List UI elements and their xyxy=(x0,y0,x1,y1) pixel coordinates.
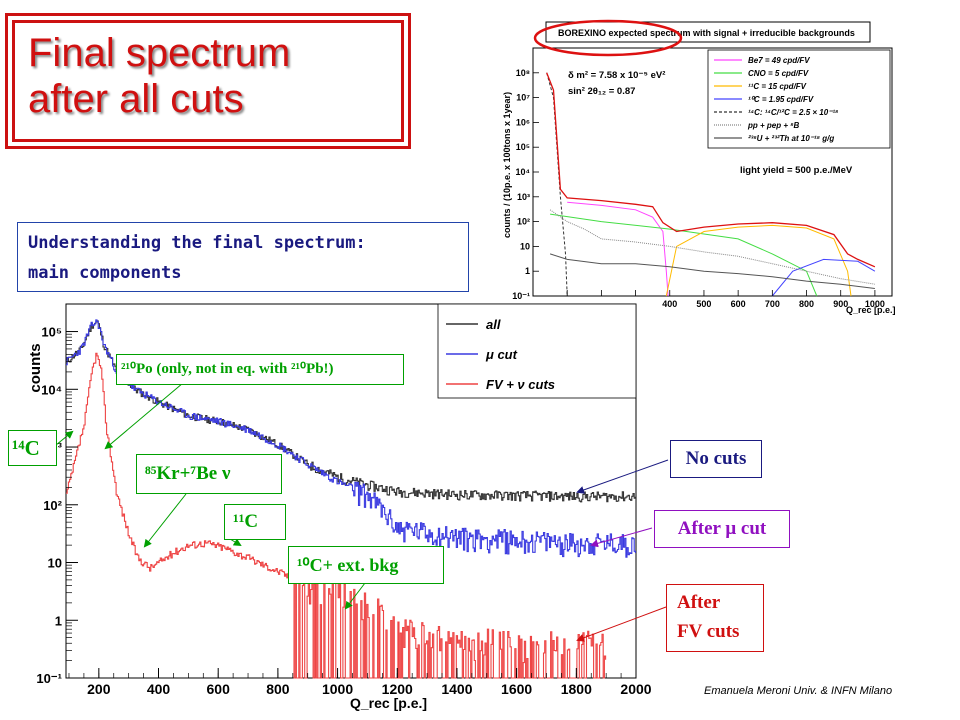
label-c10-ext-bkg: ¹⁰C+ ext. bkg xyxy=(288,546,444,584)
main-x-tick-label-5: 1200 xyxy=(382,681,413,697)
arrow-c14 xyxy=(55,430,74,446)
inset-x-tick-label-3: 400 xyxy=(662,299,677,309)
label-po210: ²¹⁰Po (only, not in eq. with ²¹⁰Pb!) xyxy=(116,354,404,385)
arrow-after-mu xyxy=(590,527,653,548)
main-x-tick-label-4: 1000 xyxy=(322,681,353,697)
main-y-tick-label-3: 10² xyxy=(43,498,62,513)
inset-legend xyxy=(707,49,891,149)
inset-legend-items: Be7 = 49 cpd/FV CNO = 5 cpd/FV ¹¹C = 15 cp… xyxy=(714,56,838,143)
inset-y-tick-label-9: 10⁸ xyxy=(516,68,530,78)
arrow-no-cuts xyxy=(576,459,669,494)
main-legend xyxy=(437,303,637,399)
label-c11: ¹¹C xyxy=(224,504,286,540)
main-ticks: 200 400 600 800 1000 1200 1400 1600 1800 2000 10⁻¹… xyxy=(36,325,651,697)
inset-x-tick-label-8: 900 xyxy=(833,299,848,309)
main-legend-items: all μ cut FV + ν cuts xyxy=(446,317,555,392)
inset-x-tick-label-5: 600 xyxy=(731,299,746,309)
main-legend-label-1: μ cut xyxy=(485,347,518,362)
main-y-tick-label-0: 10⁻¹ xyxy=(36,671,62,686)
main-legend-label-2: FV + ν cuts xyxy=(486,377,555,392)
inset-plot-area xyxy=(546,72,876,297)
main-x-axis-label: Q_rec [p.e.] xyxy=(350,695,427,711)
label-kr85-be7: ⁸⁵Kr+⁷Be ν xyxy=(136,454,282,494)
label-after-mu-cut: After μ cut xyxy=(654,510,790,548)
main-series-2 xyxy=(66,352,607,679)
subtitle-line-1: Understanding the final spectrum: xyxy=(28,233,366,253)
main-y-tick-label-1: 1 xyxy=(55,613,62,628)
inset-y-tick-label-3: 10² xyxy=(517,217,530,227)
inset-y-axis-label: counts / (10p.e. x 100tons x 1year) xyxy=(502,92,512,238)
main-x-tick-label-9: 2000 xyxy=(620,681,651,697)
inset-annotation-sin2: sin² 2θ₁₂ = 0.87 xyxy=(568,86,635,97)
inset-title-highlight-ellipse xyxy=(533,19,683,57)
label-after-fv-cuts: After FV cuts xyxy=(666,584,764,652)
main-x-tick-label-8: 1800 xyxy=(561,681,592,697)
main-x-tick-label-7: 1600 xyxy=(501,681,532,697)
inset-annotation-light-yield: light yield = 500 p.e./MeV xyxy=(740,165,853,176)
inset-x-tick-label-4: 500 xyxy=(696,299,711,309)
inset-x-tick-label-6: 700 xyxy=(765,299,780,309)
main-x-tick-label-1: 400 xyxy=(147,681,171,697)
label-after-fv-line-2: FV cuts xyxy=(677,621,740,642)
inset-borexino-chart: BOREXINO expected spectrum with signal +… xyxy=(488,8,900,320)
subtitle-line-2: main components xyxy=(28,263,182,283)
inset-series-1 xyxy=(550,213,818,297)
inset-legend-label-5: pp + pep + ⁸B xyxy=(747,121,800,130)
main-y-tick-label-5: 10⁴ xyxy=(41,382,62,397)
inset-y-tick-label-5: 10⁴ xyxy=(516,167,530,177)
inset-title-box xyxy=(545,21,871,43)
inset-y-tick-label-2: 10 xyxy=(520,241,530,251)
inset-y-tick-label-6: 10⁵ xyxy=(516,142,530,152)
inset-legend-label-2: ¹¹C = 15 cpd/FV xyxy=(748,82,807,91)
slide-title: Final spectrum after all cuts xyxy=(28,30,290,122)
inset-legend-label-4: ¹⁴C: ¹⁴C/¹²C = 2.5 × 10⁻¹⁸ xyxy=(748,108,838,117)
inset-legend-label-0: Be7 = 49 cpd/FV xyxy=(748,56,810,65)
main-series-1 xyxy=(66,319,636,558)
inset-x-tick-label-9: 1000 xyxy=(865,299,885,309)
arrow-kr85 xyxy=(143,493,187,548)
inset-x-tick-label-7: 800 xyxy=(799,299,814,309)
inset-annotation-dm2: δ m² = 7.58 x 10⁻⁵ eV² xyxy=(568,70,665,81)
credit: Emanuela Meroni Univ. & INFN Milano xyxy=(704,685,893,697)
inset-series-4 xyxy=(546,72,568,297)
inset-legend-label-6: ²³⁸U + ²³²Th at 10⁻¹⁸ g/g xyxy=(748,134,834,143)
main-y-axis-label: counts xyxy=(27,343,44,392)
inset-series-0 xyxy=(567,201,669,297)
arrow-po210 xyxy=(104,382,184,450)
inset-legend-label-1: CNO = 5 cpd/FV xyxy=(748,69,809,78)
label-after-fv-line-1: After xyxy=(677,592,721,613)
inset-series-5 xyxy=(549,209,875,285)
title-frame xyxy=(12,20,404,142)
inset-series-7 xyxy=(546,72,876,268)
main-x-tick-label-6: 1400 xyxy=(441,681,472,697)
main-x-tick-label-2: 600 xyxy=(207,681,231,697)
inset-y-tick-label-1: 1 xyxy=(525,266,530,276)
main-x-tick-label-3: 800 xyxy=(266,681,290,697)
inset-y-tick-label-4: 10³ xyxy=(517,192,530,202)
main-y-tick-label-6: 10⁵ xyxy=(41,325,62,340)
subtitle: Understanding the final spectrum: main c… xyxy=(28,228,366,288)
inset-series-3 xyxy=(771,258,876,297)
inset-y-tick-label-8: 10⁷ xyxy=(516,93,530,103)
inset-y-tick-label-7: 10⁶ xyxy=(516,117,530,127)
inset-series-6 xyxy=(549,253,875,289)
main-x-tick-label-0: 200 xyxy=(87,681,111,697)
label-c14: ¹⁴C xyxy=(8,430,57,466)
subtitle-frame xyxy=(17,222,469,292)
main-y-tick-label-2: 10 xyxy=(48,556,62,571)
main-legend-label-0: all xyxy=(486,317,501,332)
arrow-after-fv xyxy=(576,606,667,642)
title-line-1: Final spectrum xyxy=(28,31,291,75)
inset-legend-label-3: ¹⁰C = 1.95 cpd/FV xyxy=(748,95,814,104)
inset-x-axis-label: Q_rec [p.e.] xyxy=(846,305,896,315)
arrow-c10 xyxy=(344,582,366,610)
inset-ticks: 100200300400500600700800900100010⁻¹11010… xyxy=(512,68,885,309)
label-no-cuts: No cuts xyxy=(670,440,762,478)
inset-title: BOREXINO expected spectrum with signal +… xyxy=(558,28,855,38)
inset-y-tick-label-0: 10⁻¹ xyxy=(512,291,530,301)
title-line-2: after all cuts xyxy=(28,77,244,121)
